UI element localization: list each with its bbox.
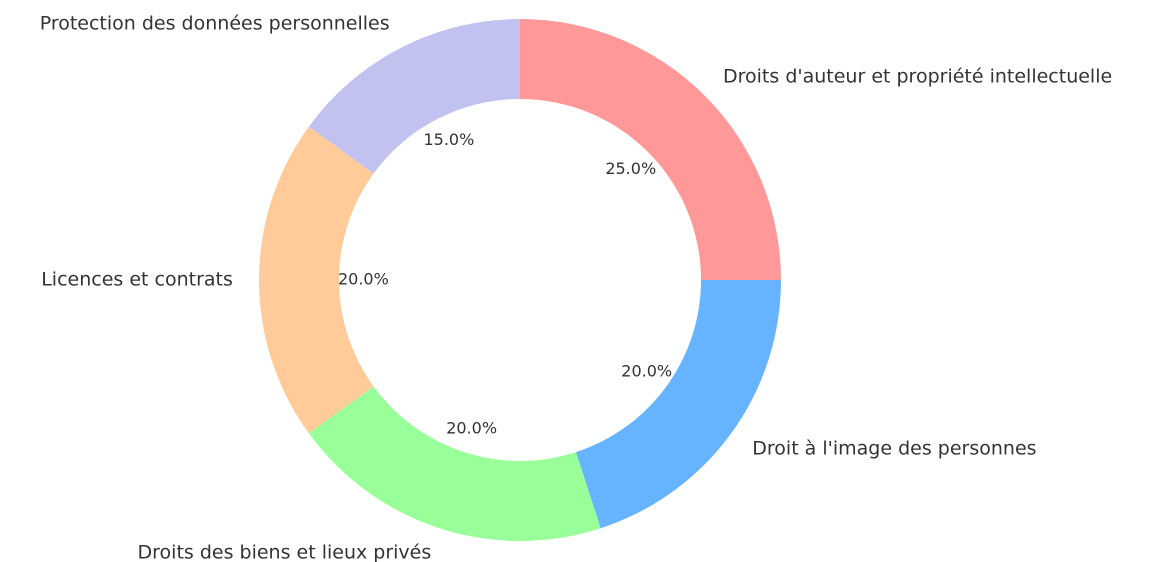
percent-label: 20.0% xyxy=(446,418,497,437)
donut-slice xyxy=(308,19,520,174)
percent-label: 20.0% xyxy=(621,362,672,381)
percent-label: 20.0% xyxy=(338,270,389,289)
slice-label: Droits des biens et lieux privés xyxy=(138,542,432,562)
slice-label: Protection des données personnelles xyxy=(40,13,390,35)
slice-label: Licences et contrats xyxy=(41,269,233,291)
donut-slice xyxy=(308,386,601,542)
percent-label: 25.0% xyxy=(605,159,656,178)
percent-label: 15.0% xyxy=(423,130,474,149)
slice-label: Droits d'auteur et propriété intellectue… xyxy=(723,65,1112,87)
slice-label: Droit à l'image des personnes xyxy=(752,437,1036,459)
donut-slice xyxy=(575,280,781,529)
donut-slice xyxy=(520,19,781,280)
donut-slice xyxy=(259,126,374,434)
